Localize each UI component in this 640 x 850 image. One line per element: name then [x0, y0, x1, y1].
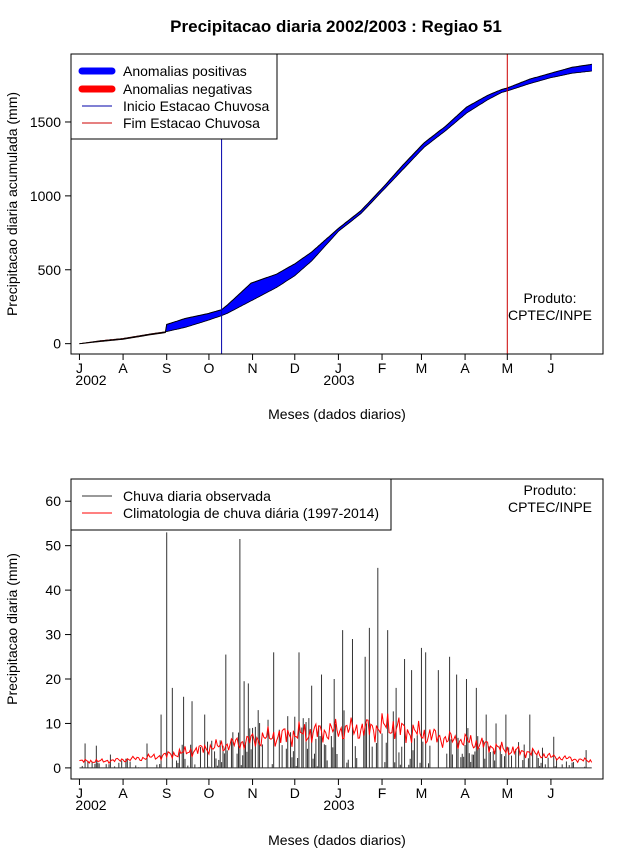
x-tick-label: A — [460, 360, 470, 376]
x-tick-label: M — [501, 785, 513, 801]
legend-entry: Fim Estacao Chuvosa — [123, 115, 260, 131]
product-label: Produto: — [524, 482, 577, 498]
x-tick-label: O — [203, 360, 214, 376]
y-tick-label: 1000 — [30, 188, 61, 204]
x-tick-label: D — [290, 785, 300, 801]
legend: Anomalias positivas Anomalias negativas … — [70, 53, 278, 140]
y-axis-label: Precipitacao diaria (mm) — [4, 553, 20, 705]
y-axis-label: Precipitacao diaria acumulada (mm) — [4, 92, 20, 316]
climatology-accumulated-line — [79, 70, 592, 345]
y-tick-label: 60 — [45, 493, 61, 509]
x-tick-label: A — [118, 785, 128, 801]
legend-entry: Chuva diaria observada — [123, 488, 271, 504]
y-tick-label: 1500 — [30, 114, 61, 130]
legend-entry: Climatologia de chuva diária (1997-2014) — [123, 505, 379, 521]
legend-box — [70, 478, 392, 531]
x-axis-label: Meses (dados diarios) — [268, 832, 406, 848]
bottom-panel: 0 10 20 30 40 50 60 J A S O N D J F M A M J 2002 2003 Mes… — [4, 478, 604, 848]
legend-entry: Anomalias positivas — [123, 63, 247, 79]
y-axis: 0 10 20 30 40 50 60 — [45, 493, 72, 776]
y-tick-label: 10 — [45, 715, 61, 731]
y-tick-label: 0 — [53, 760, 61, 776]
x-tick-label: O — [203, 785, 214, 801]
y-tick-label: 40 — [45, 582, 61, 598]
x-tick-label: J — [547, 785, 554, 801]
product-source: CPTEC/INPE — [508, 307, 592, 323]
legend-entry: Anomalias negativas — [123, 81, 252, 97]
x-tick-label: M — [501, 360, 513, 376]
x-tick-label: J — [335, 785, 342, 801]
climatology-daily-line — [79, 713, 593, 765]
y-tick-label: 20 — [45, 671, 61, 687]
x-axis-label: Meses (dados diarios) — [268, 406, 406, 422]
observed-bars — [79, 532, 592, 769]
product-label: Produto: — [524, 290, 577, 306]
observed-accumulated-line — [79, 63, 592, 345]
legend: Chuva diaria observada Climatologia de c… — [70, 478, 392, 531]
x-tick-label: M — [416, 785, 428, 801]
chart-title: Precipitacao diaria 2002/2003 : Regiao 5… — [170, 17, 502, 36]
top-panel: 0 500 1000 1500 J A S O N D J F M A M J 2002 2003 Mese… — [4, 53, 604, 422]
y-tick-label: 0 — [53, 336, 61, 352]
legend-entry: Inicio Estacao Chuvosa — [123, 98, 270, 114]
year-label: 2003 — [323, 372, 354, 388]
y-tick-label: 30 — [45, 627, 61, 643]
x-tick-label: F — [378, 785, 387, 801]
x-tick-label: A — [460, 785, 470, 801]
product-source: CPTEC/INPE — [508, 499, 592, 515]
year-label: 2002 — [75, 797, 106, 813]
x-tick-label: F — [378, 360, 387, 376]
x-tick-label: A — [118, 360, 128, 376]
x-tick-label: J — [76, 360, 83, 376]
x-tick-label: D — [290, 360, 300, 376]
y-tick-label: 50 — [45, 538, 61, 554]
x-tick-label: N — [247, 785, 257, 801]
x-tick-label: N — [247, 360, 257, 376]
x-tick-label: M — [416, 360, 428, 376]
x-tick-label: S — [162, 360, 171, 376]
x-tick-label: J — [335, 360, 342, 376]
x-tick-label: J — [76, 785, 83, 801]
x-tick-label: S — [162, 785, 171, 801]
year-label: 2002 — [75, 372, 106, 388]
positive-anomaly-segment — [589, 63, 593, 72]
y-axis: 0 500 1000 1500 — [30, 114, 72, 352]
anomaly-area — [79, 63, 593, 345]
x-tick-label: J — [547, 360, 554, 376]
climatology-line — [79, 713, 593, 765]
year-label: 2003 — [323, 797, 354, 813]
y-tick-label: 500 — [38, 262, 62, 278]
